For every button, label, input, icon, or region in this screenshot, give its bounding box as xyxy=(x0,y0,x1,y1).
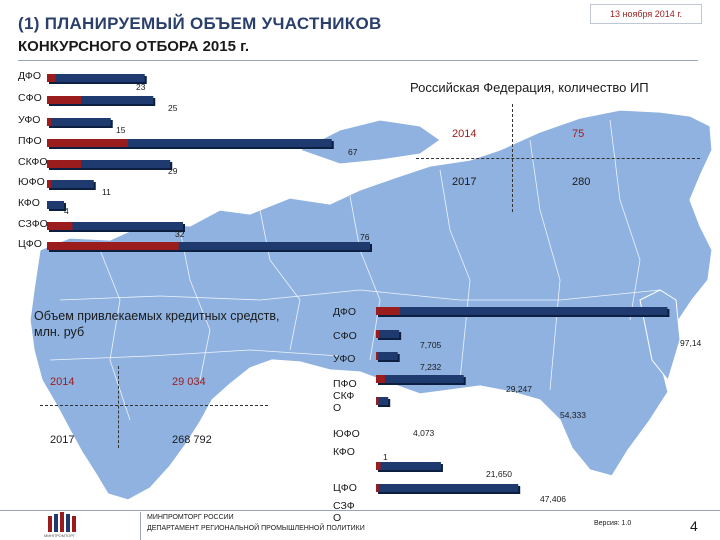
bar-2-red-1 xyxy=(376,330,379,338)
category-label: СЗФ xyxy=(333,500,355,512)
rf-value-2017: 280 xyxy=(572,176,591,188)
data-label: 29 xyxy=(168,166,178,176)
bar-1-blue-2 xyxy=(47,118,111,126)
category-label: ЦФО xyxy=(18,238,42,250)
bar-2-blue-0 xyxy=(376,307,668,315)
bar-1-blue-7 xyxy=(47,222,183,230)
bar-2-blue-3 xyxy=(376,375,464,383)
credit-summary-divider-h xyxy=(40,405,268,406)
data-label: 25 xyxy=(168,103,178,113)
logo-caption: МИНПРОМТОРГ xyxy=(44,533,76,538)
bar-1-red-2 xyxy=(47,118,52,126)
bar-1-blue-4 xyxy=(47,160,171,168)
bar-1-blue-8 xyxy=(47,242,370,250)
bar-2-red-6 xyxy=(376,462,381,470)
bar-1-red-5 xyxy=(47,180,52,188)
category-label: КФО xyxy=(333,446,355,458)
footer-divider xyxy=(0,510,720,511)
bar-2-blue-1 xyxy=(376,330,400,338)
rf-year-2017: 2017 xyxy=(452,176,477,188)
bar-2-red-0 xyxy=(376,307,400,315)
data-label: 1 xyxy=(383,452,388,462)
page-title: (1) ПЛАНИРУЕМЫЙ ОБЪЕМ УЧАСТНИКОВ xyxy=(18,14,382,33)
data-label: 47,406 xyxy=(540,494,566,504)
bar-2-blue-4 xyxy=(376,397,389,405)
bar-1-red-1 xyxy=(47,96,81,104)
header-divider xyxy=(18,60,698,61)
category-label: О xyxy=(333,402,342,414)
credit-value-2014: 29 034 xyxy=(172,376,206,388)
bar-2-blue-6 xyxy=(376,462,441,470)
category-label: СФО xyxy=(18,92,42,104)
bar-1-red-7 xyxy=(47,222,73,230)
data-label: 23 xyxy=(136,82,146,92)
category-label: СКФО xyxy=(18,156,48,168)
rf-summary-title: Российская Федерация, количество ИП xyxy=(410,80,649,95)
category-label: ДФО xyxy=(18,70,42,82)
category-label: СКФ xyxy=(333,390,355,402)
data-label: 29,247 xyxy=(506,384,532,394)
category-label: УФО xyxy=(333,353,356,365)
category-label: ПФО xyxy=(18,135,42,147)
data-label: 7,705 xyxy=(420,340,442,350)
credit-year-2014: 2014 xyxy=(50,376,75,388)
bar-1-blue-1 xyxy=(47,96,154,104)
category-label: ЦФО xyxy=(333,482,357,494)
category-label: СФО xyxy=(333,330,357,342)
bar-1-red-4 xyxy=(47,160,81,168)
bar-2-blue-2 xyxy=(376,352,398,360)
bar-1-red-3 xyxy=(47,139,128,147)
data-label: 15 xyxy=(116,125,126,135)
date-badge: 13 ноября 2014 г. xyxy=(590,4,702,24)
page-subtitle: КОНКУРСНОГО ОТБОРА 2015 г. xyxy=(18,38,250,55)
credit-title-line2: млн. руб xyxy=(34,325,85,339)
category-label: ЮФО xyxy=(333,428,360,440)
bar-2-red-7 xyxy=(376,484,379,492)
category-label: ДФО xyxy=(333,306,357,318)
data-label: 97,14 xyxy=(680,338,702,348)
rf-summary-divider-h xyxy=(416,158,700,159)
data-label: 32 xyxy=(175,229,185,239)
rf-value-2014: 75 xyxy=(572,128,585,140)
rf-summary-divider-v xyxy=(512,104,513,212)
category-label: УФО xyxy=(18,114,41,126)
bar-1-red-8 xyxy=(47,242,179,250)
bar-1-blue-0 xyxy=(47,74,145,82)
bar-2-blue-7 xyxy=(376,484,519,492)
bar-2-red-3 xyxy=(376,375,385,383)
page-number: 4 xyxy=(690,518,698,534)
category-label: СЗФО xyxy=(18,218,48,230)
data-label: 4,073 xyxy=(413,428,435,438)
bar-1-blue-6 xyxy=(47,201,64,209)
credit-summary-divider-v xyxy=(118,366,119,448)
credit-title-line1: Объем привлекаемых кредитных средств, xyxy=(34,309,280,323)
credit-year-2017: 2017 xyxy=(50,434,75,446)
bar-2-red-2 xyxy=(376,352,379,360)
version-label: Версия: 1.0 xyxy=(594,520,632,527)
data-label: 11 xyxy=(102,187,111,197)
bar-2-red-4 xyxy=(376,397,379,405)
category-label: КФО xyxy=(18,197,40,209)
footer-line1: МИНПРОМТОРГ РОССИИ xyxy=(147,514,234,521)
credit-value-2017: 268 792 xyxy=(172,434,212,446)
data-label: 67 xyxy=(348,147,358,157)
footer-line2: ДЕПАРТАМЕНТ РЕГИОНАЛЬНОЙ ПРОМЫШЛЕННОЙ ПО… xyxy=(147,525,365,532)
ministry-logo-icon xyxy=(48,512,76,532)
footer-department: МИНПРОМТОРГ РОССИИ ДЕПАРТАМЕНТ РЕГИОНАЛЬ… xyxy=(140,512,390,540)
rf-year-2014: 2014 xyxy=(452,128,477,140)
category-label: ПФО xyxy=(333,378,357,390)
data-label: 76 xyxy=(360,232,370,242)
bar-1-red-0 xyxy=(47,74,56,82)
data-label: 54,333 xyxy=(560,410,586,420)
data-label: 4 xyxy=(64,206,69,216)
credit-summary-title: Объем привлекаемых кредитных средств, мл… xyxy=(34,308,280,340)
bar-1-blue-3 xyxy=(47,139,332,147)
category-label: ЮФО xyxy=(18,176,45,188)
bar-1-blue-5 xyxy=(47,180,94,188)
data-label: 21,650 xyxy=(486,469,512,479)
category-label: О xyxy=(333,512,342,524)
data-label: 7,232 xyxy=(420,362,442,372)
